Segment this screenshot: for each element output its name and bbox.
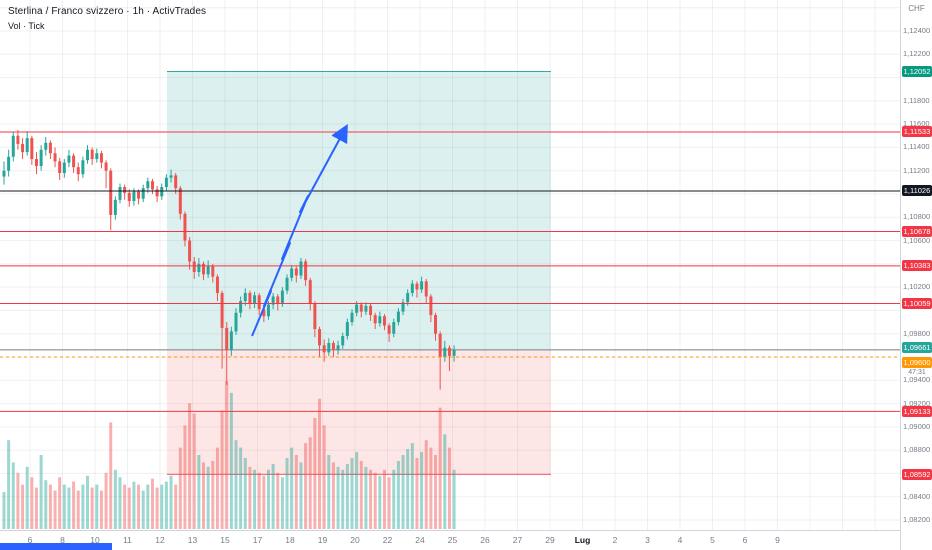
bottom-blue-strip [0, 543, 112, 550]
time-tick-label: 20 [350, 535, 360, 545]
price-tick-label: 1,11800 [903, 95, 930, 105]
price-axis-badge[interactable]: 1,10678 [902, 225, 932, 237]
axis-currency-label: CHF [908, 4, 925, 13]
time-tick-label: 3 [645, 535, 650, 545]
time-tick-label: 8 [60, 535, 65, 545]
time-tick-label: 15 [220, 535, 230, 545]
time-tick-label: Lug [574, 535, 591, 545]
time-tick-label: 9 [775, 535, 780, 545]
time-tick-label: 22 [382, 535, 393, 545]
price-tick-label: 1,09000 [903, 421, 931, 431]
time-tick-label: 2 [612, 535, 618, 545]
grid [0, 0, 900, 530]
price-tick-label: 1,09800 [903, 328, 931, 338]
time-tick-label: 25 [447, 535, 458, 545]
candles [2, 129, 456, 390]
price-axis[interactable]: CHF 1,12400 1,12200 1,11800 1,11600 1,11400 1… [900, 0, 932, 550]
price-tick-label: 1,10600 [903, 235, 931, 245]
time-tick-label: 27 [512, 535, 523, 545]
time-tick-label: 6 [742, 535, 748, 545]
price-axis-badge[interactable]: 1,12052 [902, 66, 932, 78]
price-axis-badge[interactable]: 1,09600 [902, 356, 932, 368]
price-tick-label: 1,10800 [903, 212, 931, 222]
time-tick-label: 4 [677, 535, 683, 545]
time-tick-label: 17 [252, 535, 263, 545]
time-tick-label: 29 [545, 535, 555, 545]
price-axis-badge[interactable]: 1,11026 [902, 185, 932, 197]
price-tick-label: 1,09400 [903, 375, 931, 385]
profit-zone[interactable] [167, 71, 551, 350]
time-tick-label: 18 [285, 535, 295, 545]
symbol-title[interactable]: Sterlina / Franco svizzero · 1h · ActivT… [8, 6, 207, 17]
price-axis-badge[interactable]: 1,08592 [902, 468, 932, 480]
price-tick-label: 1,12400 [903, 26, 931, 35]
time-tick-label: 13 [187, 535, 198, 545]
price-axis-badge[interactable]: 1,09661 [902, 342, 932, 354]
price-tick-label: 1,12200 [903, 49, 931, 59]
price-tick-label: 1,08400 [903, 491, 931, 501]
time-tick-label: 26 [480, 535, 490, 545]
chart-legend: Sterlina / Franco svizzero · 1h · ActivT… [8, 6, 206, 31]
time-tick-label: 6 [27, 535, 33, 545]
volume-indicator-label[interactable]: Vol · Tick [8, 21, 45, 31]
price-axis-badge[interactable]: 1,09133 [902, 405, 932, 417]
price-tick-label: 1,11400 [903, 142, 930, 152]
price-tick-label: 1,11600 [903, 119, 930, 129]
time-tick-label: 5 [710, 535, 715, 545]
price-tick-label: 1,09200 [903, 398, 931, 408]
price-tick-label: 1,08200 [903, 515, 931, 524]
price-tick-label: 1,10200 [903, 282, 931, 292]
time-tick-label: 24 [415, 535, 425, 545]
price-tick-label: 1,11200 [903, 165, 930, 175]
price-levels [0, 131, 900, 412]
time-axis[interactable]: 6 8 10 11 12 13 15 17 18 19 20 22 24 25 26 27 29 Lug 2 3 4 5 6… [0, 530, 900, 550]
price-axis-badge[interactable]: 1,10383 [902, 260, 932, 272]
time-tick-label: 19 [317, 535, 328, 545]
time-tick-label: 11 [123, 535, 132, 545]
loss-zone[interactable] [167, 349, 551, 475]
projection-arrow-drawing[interactable] [251, 123, 348, 337]
price-axis-badge[interactable]: 1,11533 [902, 126, 932, 138]
volume-bars [2, 381, 456, 529]
price-axis-badge[interactable]: 1,10059 [902, 298, 932, 310]
time-tick-label: 10 [90, 535, 100, 545]
time-tick-label: 12 [155, 535, 165, 545]
bar-countdown: 47:31 [902, 369, 932, 376]
price-tick-label: 1,08800 [903, 445, 931, 455]
